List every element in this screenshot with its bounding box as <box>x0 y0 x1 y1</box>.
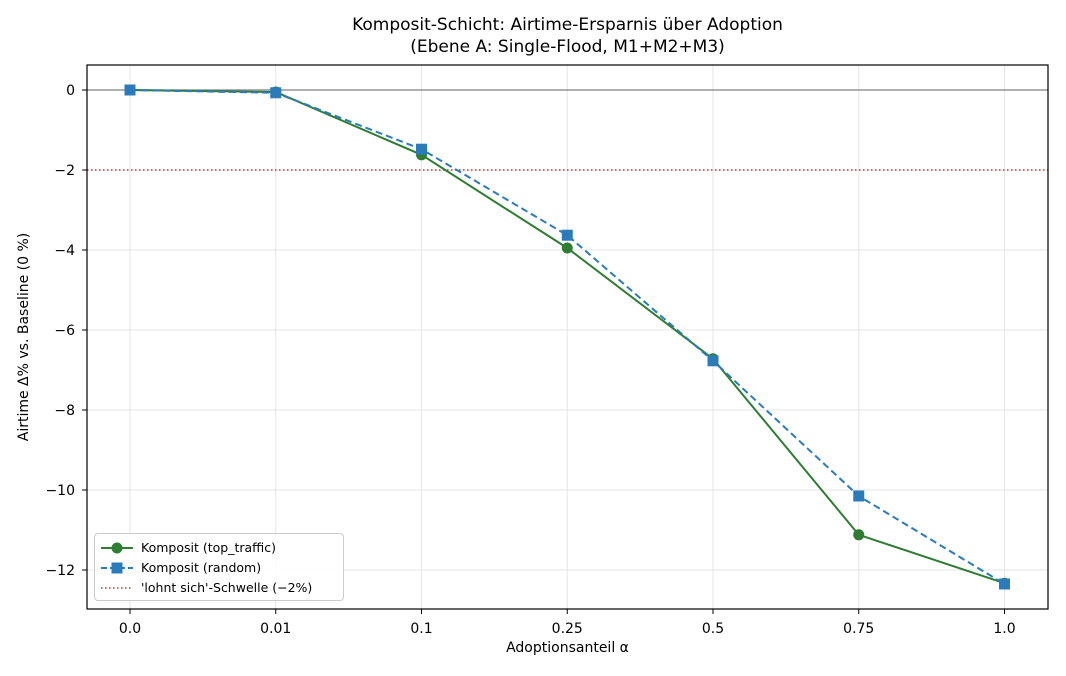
series-layer <box>124 84 1010 590</box>
legend-item-random: Komposit (random) <box>95 558 343 578</box>
y-axis-label: Airtime Δ% vs. Baseline (0 %) <box>16 232 32 442</box>
y-tick-label: −2 <box>54 163 75 179</box>
x-axis: 0.0 0.01 0.1 0.25 0.5 0.75 1.0 <box>119 609 1016 637</box>
grid <box>87 65 1048 609</box>
reference-lines <box>87 89 1048 171</box>
y-axis: 0 −2 −4 −6 −8 −10 −12 <box>45 83 87 579</box>
legend-item-threshold: 'lohnt sich'-Schwelle (−2%) <box>95 578 343 598</box>
legend: Komposit (top_traffic) Komposit (random)… <box>94 533 344 601</box>
y-tick-label: −10 <box>45 483 75 499</box>
chart-subtitle: (Ebene A: Single-Flood, M1+M2+M3) <box>410 37 725 57</box>
data-point <box>416 143 427 155</box>
x-tick-label: 0.1 <box>410 621 432 637</box>
x-tick-label: 1.0 <box>993 621 1015 637</box>
x-tick-label: 0.5 <box>702 621 724 637</box>
data-point <box>124 84 136 96</box>
x-tick-label: 0.75 <box>843 621 874 637</box>
x-tick-label: 0.25 <box>552 621 583 637</box>
y-tick-label: −4 <box>54 243 75 259</box>
legend-label: 'lohnt sich'-Schwelle (−2%) <box>141 580 313 595</box>
x-tick-label: 0.0 <box>119 621 141 637</box>
data-point <box>999 578 1010 590</box>
data-point <box>561 229 573 241</box>
legend-label: Komposit (top_traffic) <box>141 540 276 555</box>
x-axis-label: Adoptionsanteil α <box>506 640 629 656</box>
y-tick-label: 0 <box>66 83 75 99</box>
data-point <box>853 490 865 502</box>
x-tick-label: 0.01 <box>260 621 291 637</box>
data-point <box>707 355 719 367</box>
chart-title: Komposit-Schicht: Airtime-Ersparnis über… <box>352 15 783 35</box>
y-tick-label: −12 <box>45 563 75 579</box>
data-point <box>853 529 865 541</box>
y-tick-label: −8 <box>54 403 75 419</box>
legend-item-top-traffic: Komposit (top_traffic) <box>95 538 343 558</box>
data-point <box>270 87 282 99</box>
y-tick-label: −6 <box>54 323 75 339</box>
data-point <box>561 242 573 254</box>
legend-label: Komposit (random) <box>141 560 262 575</box>
